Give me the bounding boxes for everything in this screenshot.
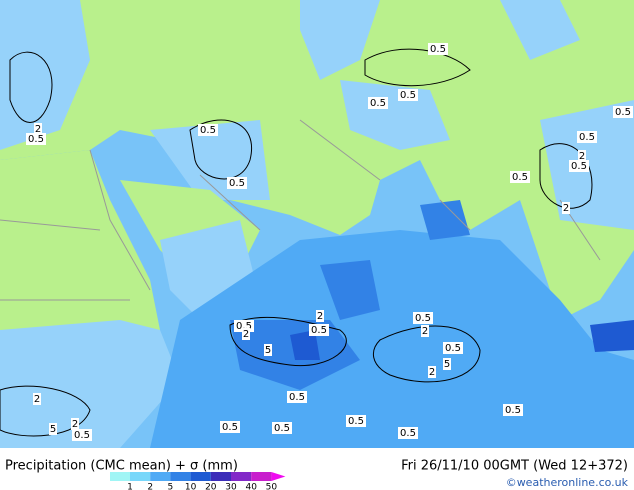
land [0, 0, 634, 320]
precip-area [230, 200, 470, 390]
contour-label-bg [368, 97, 388, 109]
colorbar-swatch [110, 472, 130, 481]
contour-label-bg [220, 421, 240, 433]
contour-label: 5 [444, 359, 450, 370]
colorbar-swatch [231, 472, 252, 481]
map-title: Precipitation (CMC mean) + σ (mm) [5, 459, 238, 474]
contour-label-bg [227, 177, 247, 189]
contour-label: 0.5 [289, 392, 305, 403]
colorbar-label: 2 [147, 483, 153, 490]
contour-label-bg [287, 391, 307, 403]
contour-label-bg [562, 202, 570, 214]
contour-label-bg [272, 422, 292, 434]
contour-label-bg [398, 89, 418, 101]
map [0, 0, 634, 448]
contour-label: 2 [563, 203, 569, 214]
contour-label: 0.5 [615, 107, 631, 118]
contour-label: 0.5 [236, 321, 252, 332]
contour-label: 0.5 [571, 161, 587, 172]
contour-label-bg [34, 123, 42, 135]
contour-label-bg [428, 43, 448, 55]
contour-label: 0.5 [512, 172, 528, 183]
contour-label-bg [443, 358, 451, 370]
contour-label: 0.5 [579, 132, 595, 143]
contour-label: 0.5 [370, 98, 386, 109]
contour-label: 0.5 [74, 430, 90, 441]
contour-label: 2 [34, 394, 40, 405]
valid-time: Fri 26/11/10 00GMT (Wed 12+372) [401, 459, 628, 474]
contour-label-bg [569, 160, 589, 172]
colorbar-label: 10 [185, 483, 197, 490]
contour-label-bg [578, 150, 586, 162]
colorbar-label: 40 [245, 483, 257, 490]
contour-label: 0.5 [430, 44, 446, 55]
contours [0, 48, 593, 437]
credit: ©weatheronline.co.uk [506, 476, 629, 489]
colorbar-swatch [190, 472, 211, 481]
colorbar-label: 5 [168, 483, 174, 490]
contour-label-bg [398, 427, 418, 439]
contour-label: 2 [35, 124, 41, 135]
contour-label-bg [346, 415, 366, 427]
contour-label-bg [26, 133, 46, 145]
contour-label: 0.5 [415, 313, 431, 324]
contour-label: 0.5 [311, 325, 327, 336]
contour-label: 0.5 [445, 343, 461, 354]
contour-label: 2 [429, 367, 435, 378]
contour-label-bg [72, 429, 92, 441]
precip-area [290, 320, 634, 360]
contour-label-bg [428, 366, 436, 378]
contour-label: 0.5 [200, 125, 216, 136]
contour-label: 2 [422, 326, 428, 337]
colorbar: 1 2 5 10 20 30 40 50 [110, 472, 286, 490]
contour-label: 2 [579, 151, 585, 162]
colorbar-label: 20 [205, 483, 217, 490]
contour-label-bg [577, 131, 597, 143]
contour-label: 0.5 [400, 428, 416, 439]
colorbar-swatch [251, 472, 272, 481]
precip-area [0, 220, 260, 448]
contour-label: 0.5 [505, 405, 521, 416]
contour-label-bg [33, 393, 41, 405]
contour-label: 0.5 [400, 90, 416, 101]
contour-label-bg [510, 171, 530, 183]
precip-area [150, 230, 634, 448]
contour-label: 5 [50, 424, 56, 435]
contour-label-bg [309, 324, 329, 336]
contour-label: 0.5 [28, 134, 44, 145]
contour-label-bg [71, 418, 79, 430]
contour-label-bg [264, 344, 272, 356]
colorbar-label: 50 [266, 483, 278, 490]
contour-label-bg [242, 328, 250, 340]
contour-label-bg [316, 310, 324, 322]
colorbar-label: 1 [127, 483, 133, 490]
contour-label: 0.5 [222, 422, 238, 433]
colorbar-swatch [130, 472, 151, 481]
borders [0, 119, 601, 301]
contour-label: 0.5 [348, 416, 364, 427]
contour-label-bg [613, 106, 633, 118]
colorbar-swatch [170, 472, 191, 481]
contour-label: 0.5 [274, 423, 290, 434]
colorbar-label: 30 [225, 483, 237, 490]
colorbar-arrow [271, 472, 286, 481]
colorbar-swatch [210, 472, 231, 481]
contour-label-bg [443, 342, 463, 354]
precip-area [0, 0, 634, 230]
contour-label: 0.5 [229, 178, 245, 189]
contour-label-bg [413, 312, 433, 324]
contour-label-bg [198, 124, 218, 136]
contour-label: 5 [265, 345, 271, 356]
contour-label-bg [503, 404, 523, 416]
contour-label: 2 [243, 329, 249, 340]
contour-label-bg [421, 325, 429, 337]
contour-label: 2 [72, 419, 78, 430]
colorbar-swatch [150, 472, 171, 481]
contour-label: 2 [317, 311, 323, 322]
contour-label-bg [49, 423, 57, 435]
